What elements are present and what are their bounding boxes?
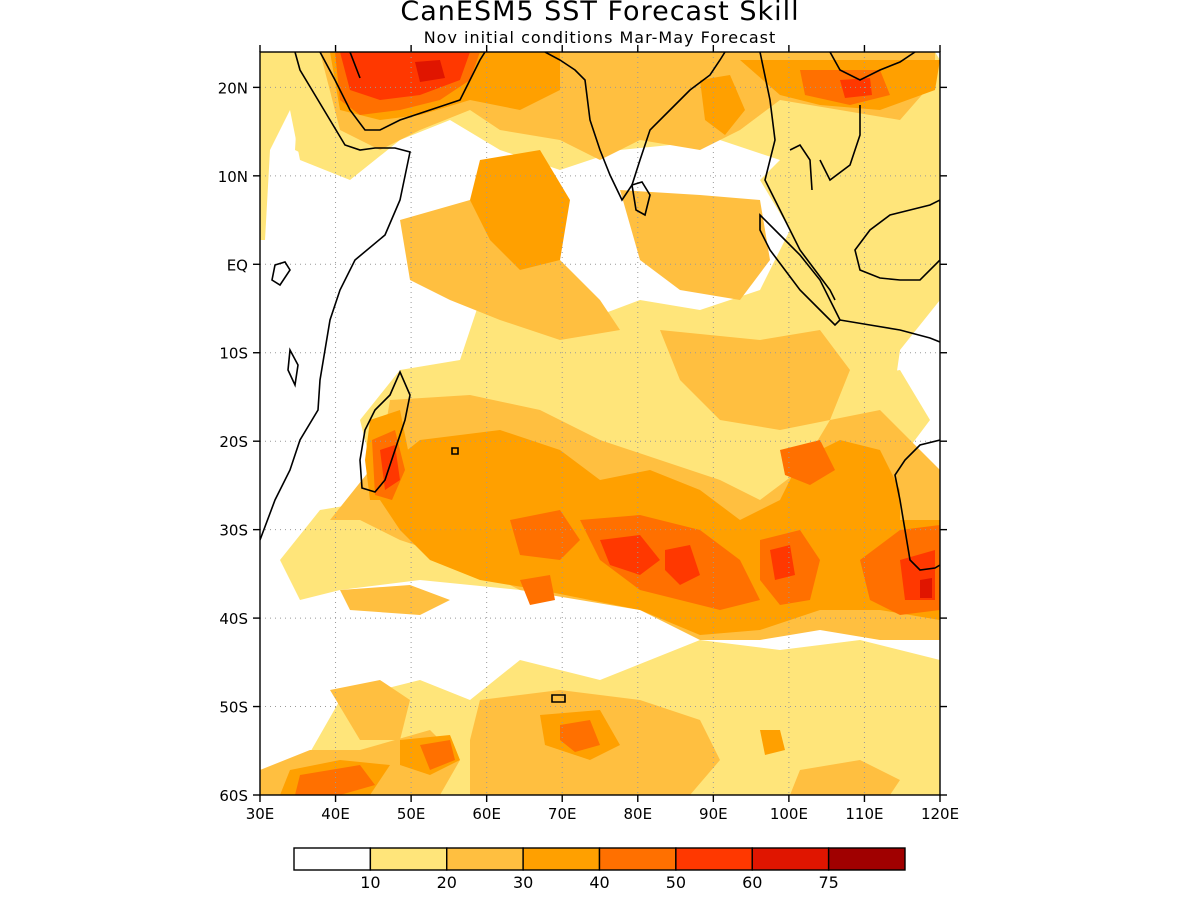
lon-tick-label: 50E — [397, 805, 426, 823]
colorbar-label: 60 — [742, 873, 762, 892]
colorbar-swatch — [751, 847, 830, 871]
lat-tick-label: 20N — [218, 79, 248, 97]
lon-tick-label: 90E — [699, 805, 728, 823]
lon-tick-label: 30E — [246, 805, 275, 823]
colorbar-swatch — [369, 847, 448, 871]
colorbar-swatch — [293, 847, 372, 871]
colorbar-label: 20 — [437, 873, 457, 892]
latitude-axis: 20N 10N EQ 10S 20S 30S 40S 50S 60S — [218, 79, 947, 805]
lat-tick-label: 20S — [219, 433, 248, 451]
skill-field — [260, 52, 940, 795]
lon-tick-label: 110E — [845, 805, 883, 823]
lon-tick-label: 60E — [472, 805, 501, 823]
colorbar-swatch — [522, 847, 601, 871]
colorbar: 10 20 30 40 50 60 75 — [293, 847, 906, 892]
gridlines — [260, 52, 940, 795]
lon-tick-label: 120E — [921, 805, 959, 823]
colorbar-label: 50 — [666, 873, 686, 892]
skill-level-6-region — [415, 60, 932, 598]
lat-tick-label: 10N — [218, 168, 248, 186]
lat-tick-label: 50S — [219, 699, 248, 717]
colorbar-label: 40 — [589, 873, 609, 892]
coastlines — [260, 52, 940, 703]
colorbar-label: 10 — [360, 873, 380, 892]
lon-tick-label: 70E — [548, 805, 577, 823]
colorbar-swatch — [827, 847, 906, 871]
colorbar-label: 30 — [513, 873, 533, 892]
lon-tick-label: 40E — [321, 805, 350, 823]
lat-tick-label: 10S — [219, 345, 248, 363]
lon-tick-label: 100E — [770, 805, 808, 823]
plot-subtitle: Nov initial conditions Mar-May Forecast — [423, 28, 777, 47]
lat-tick-label: EQ — [227, 256, 248, 274]
colorbar-swatch — [598, 847, 677, 871]
colorbar-swatch — [675, 847, 753, 871]
lat-tick-label: 30S — [219, 522, 248, 540]
lat-tick-label: 40S — [219, 610, 248, 628]
plot-title: CanESM5 SST Forecast Skill — [400, 0, 800, 27]
map-frame — [259, 51, 941, 796]
longitude-axis: 30E 40E 50E 60E 70E 80E 90E 100E 110E 120E — [246, 45, 959, 823]
lon-tick-label: 80E — [623, 805, 652, 823]
colorbar-label: 75 — [818, 873, 838, 892]
lat-tick-label: 60S — [219, 787, 248, 805]
colorbar-swatch — [446, 847, 524, 871]
